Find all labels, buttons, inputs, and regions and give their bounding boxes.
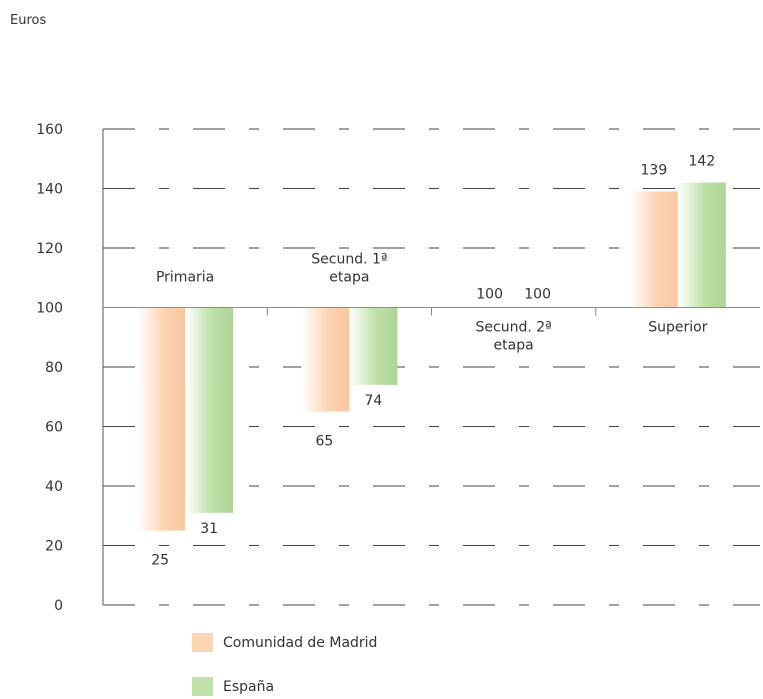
bar (137, 307, 186, 531)
legend-label-madrid: Comunidad de Madrid (223, 634, 378, 651)
y-unit-label: Euros (10, 13, 47, 28)
data-label: 25 (151, 553, 169, 569)
y-tick-label: 20 (45, 539, 63, 555)
data-label: 100 (476, 287, 503, 303)
legend-swatch-espana (192, 677, 213, 696)
y-tick-label: 0 (54, 598, 63, 614)
bar (677, 182, 726, 308)
bar (185, 307, 234, 513)
data-label: 139 (641, 162, 668, 178)
category-label: etapa (329, 270, 369, 286)
bar-chart: 0 20 40 60 80 100 120 140 160 25 31 Primaria 65 74 Sec… (36, 122, 760, 614)
category-label: Secund. 2ª (476, 320, 552, 336)
y-tick-label: 60 (45, 420, 63, 436)
data-label: 31 (200, 521, 218, 537)
bar (301, 307, 350, 412)
legend-swatch-madrid (192, 633, 213, 652)
category-label: Superior (648, 320, 707, 336)
data-label: 74 (364, 393, 382, 409)
y-tick-label: 140 (36, 182, 63, 198)
y-tick-label: 120 (36, 241, 63, 257)
category-label: Secund. 1ª (311, 252, 387, 268)
category-label: etapa (494, 338, 534, 354)
y-tick-label: 160 (36, 122, 63, 138)
data-label: 65 (315, 434, 333, 450)
legend-item-madrid: Comunidad de Madrid (192, 633, 377, 652)
data-label: 142 (689, 154, 716, 170)
legend-item-espana: España (192, 677, 274, 696)
y-tick-label: 80 (45, 360, 63, 376)
bar (349, 307, 398, 385)
bar (629, 191, 678, 308)
data-label: 100 (524, 287, 551, 303)
legend-label-espana: España (223, 678, 275, 695)
category-label: Primaria (156, 270, 214, 286)
y-tick-label: 40 (45, 479, 63, 495)
y-tick-label: 100 (36, 301, 63, 317)
